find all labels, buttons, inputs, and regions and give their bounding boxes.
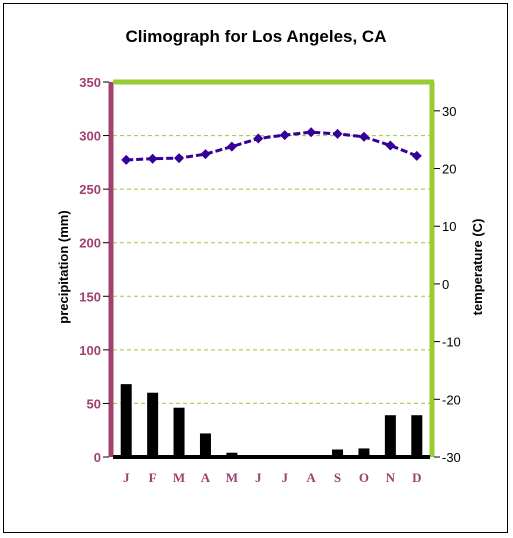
x-tick-label: J — [123, 470, 130, 485]
right-tick-label: -10 — [442, 335, 461, 350]
temperature-point — [226, 141, 237, 152]
left-tick-label: 250 — [79, 182, 101, 197]
precipitation-bar — [199, 433, 211, 457]
precipitation-bar — [384, 415, 396, 457]
left-tick-label: 150 — [79, 289, 101, 304]
temperature-point — [279, 130, 290, 141]
x-tick-label: A — [306, 470, 316, 485]
x-tick-label: N — [386, 470, 396, 485]
left-tick-label: 300 — [79, 129, 101, 144]
x-tick-label: S — [334, 470, 341, 485]
temperature-line — [121, 127, 422, 165]
right-tick-label: 30 — [442, 104, 456, 119]
temperature-point — [306, 127, 317, 138]
right-axis-ticks: -30 -20 -10 0 10 20 30 — [434, 104, 461, 465]
temperature-point — [121, 154, 132, 165]
right-tick-label: -30 — [442, 450, 461, 465]
left-tick-label: 50 — [87, 396, 101, 411]
chart-title: Climograph for Los Angeles, CA — [125, 27, 386, 46]
temperature-point — [358, 131, 369, 142]
right-axis-label: temperature (C) — [470, 219, 485, 316]
x-tick-label: D — [412, 470, 421, 485]
temperature-series-line — [126, 130, 418, 162]
left-tick-label: 200 — [79, 236, 101, 251]
right-tick-label: 20 — [442, 162, 456, 177]
right-tick-label: 10 — [442, 219, 456, 234]
right-tick-label: 0 — [442, 277, 449, 292]
left-axis-label: precipitation (mm) — [56, 210, 71, 323]
precipitation-bar — [173, 407, 185, 457]
x-tick-label: O — [359, 470, 369, 485]
right-tick-label: -20 — [442, 392, 461, 407]
temperature-point — [147, 153, 158, 164]
temperature-point — [332, 128, 343, 139]
precipitation-bar — [226, 452, 238, 457]
left-tick-label: 100 — [79, 343, 101, 358]
precipitation-bar — [358, 448, 370, 457]
x-tick-label: J — [281, 470, 288, 485]
precipitation-bars — [120, 384, 423, 457]
temperature-point — [174, 153, 185, 164]
x-tick-label: A — [201, 470, 211, 485]
temperature-point — [253, 133, 264, 144]
precipitation-bar — [332, 449, 344, 457]
precipitation-bar — [411, 415, 423, 457]
temperature-point — [385, 140, 396, 151]
left-axis-ticks: 0 50 100 150 200 250 300 350 — [79, 75, 109, 465]
gridlines — [113, 135, 430, 404]
x-tick-label: M — [226, 470, 238, 485]
axes — [108, 79, 435, 459]
x-tick-label: M — [173, 470, 185, 485]
temperature-point — [411, 150, 422, 161]
x-tick-label: J — [255, 470, 262, 485]
x-tick-label: F — [149, 470, 157, 485]
left-tick-label: 350 — [79, 75, 101, 90]
chart-frame — [3, 3, 508, 533]
precipitation-bar — [120, 384, 132, 457]
precipitation-bar — [147, 392, 159, 457]
left-tick-label: 0 — [94, 450, 101, 465]
temperature-point — [200, 149, 211, 160]
